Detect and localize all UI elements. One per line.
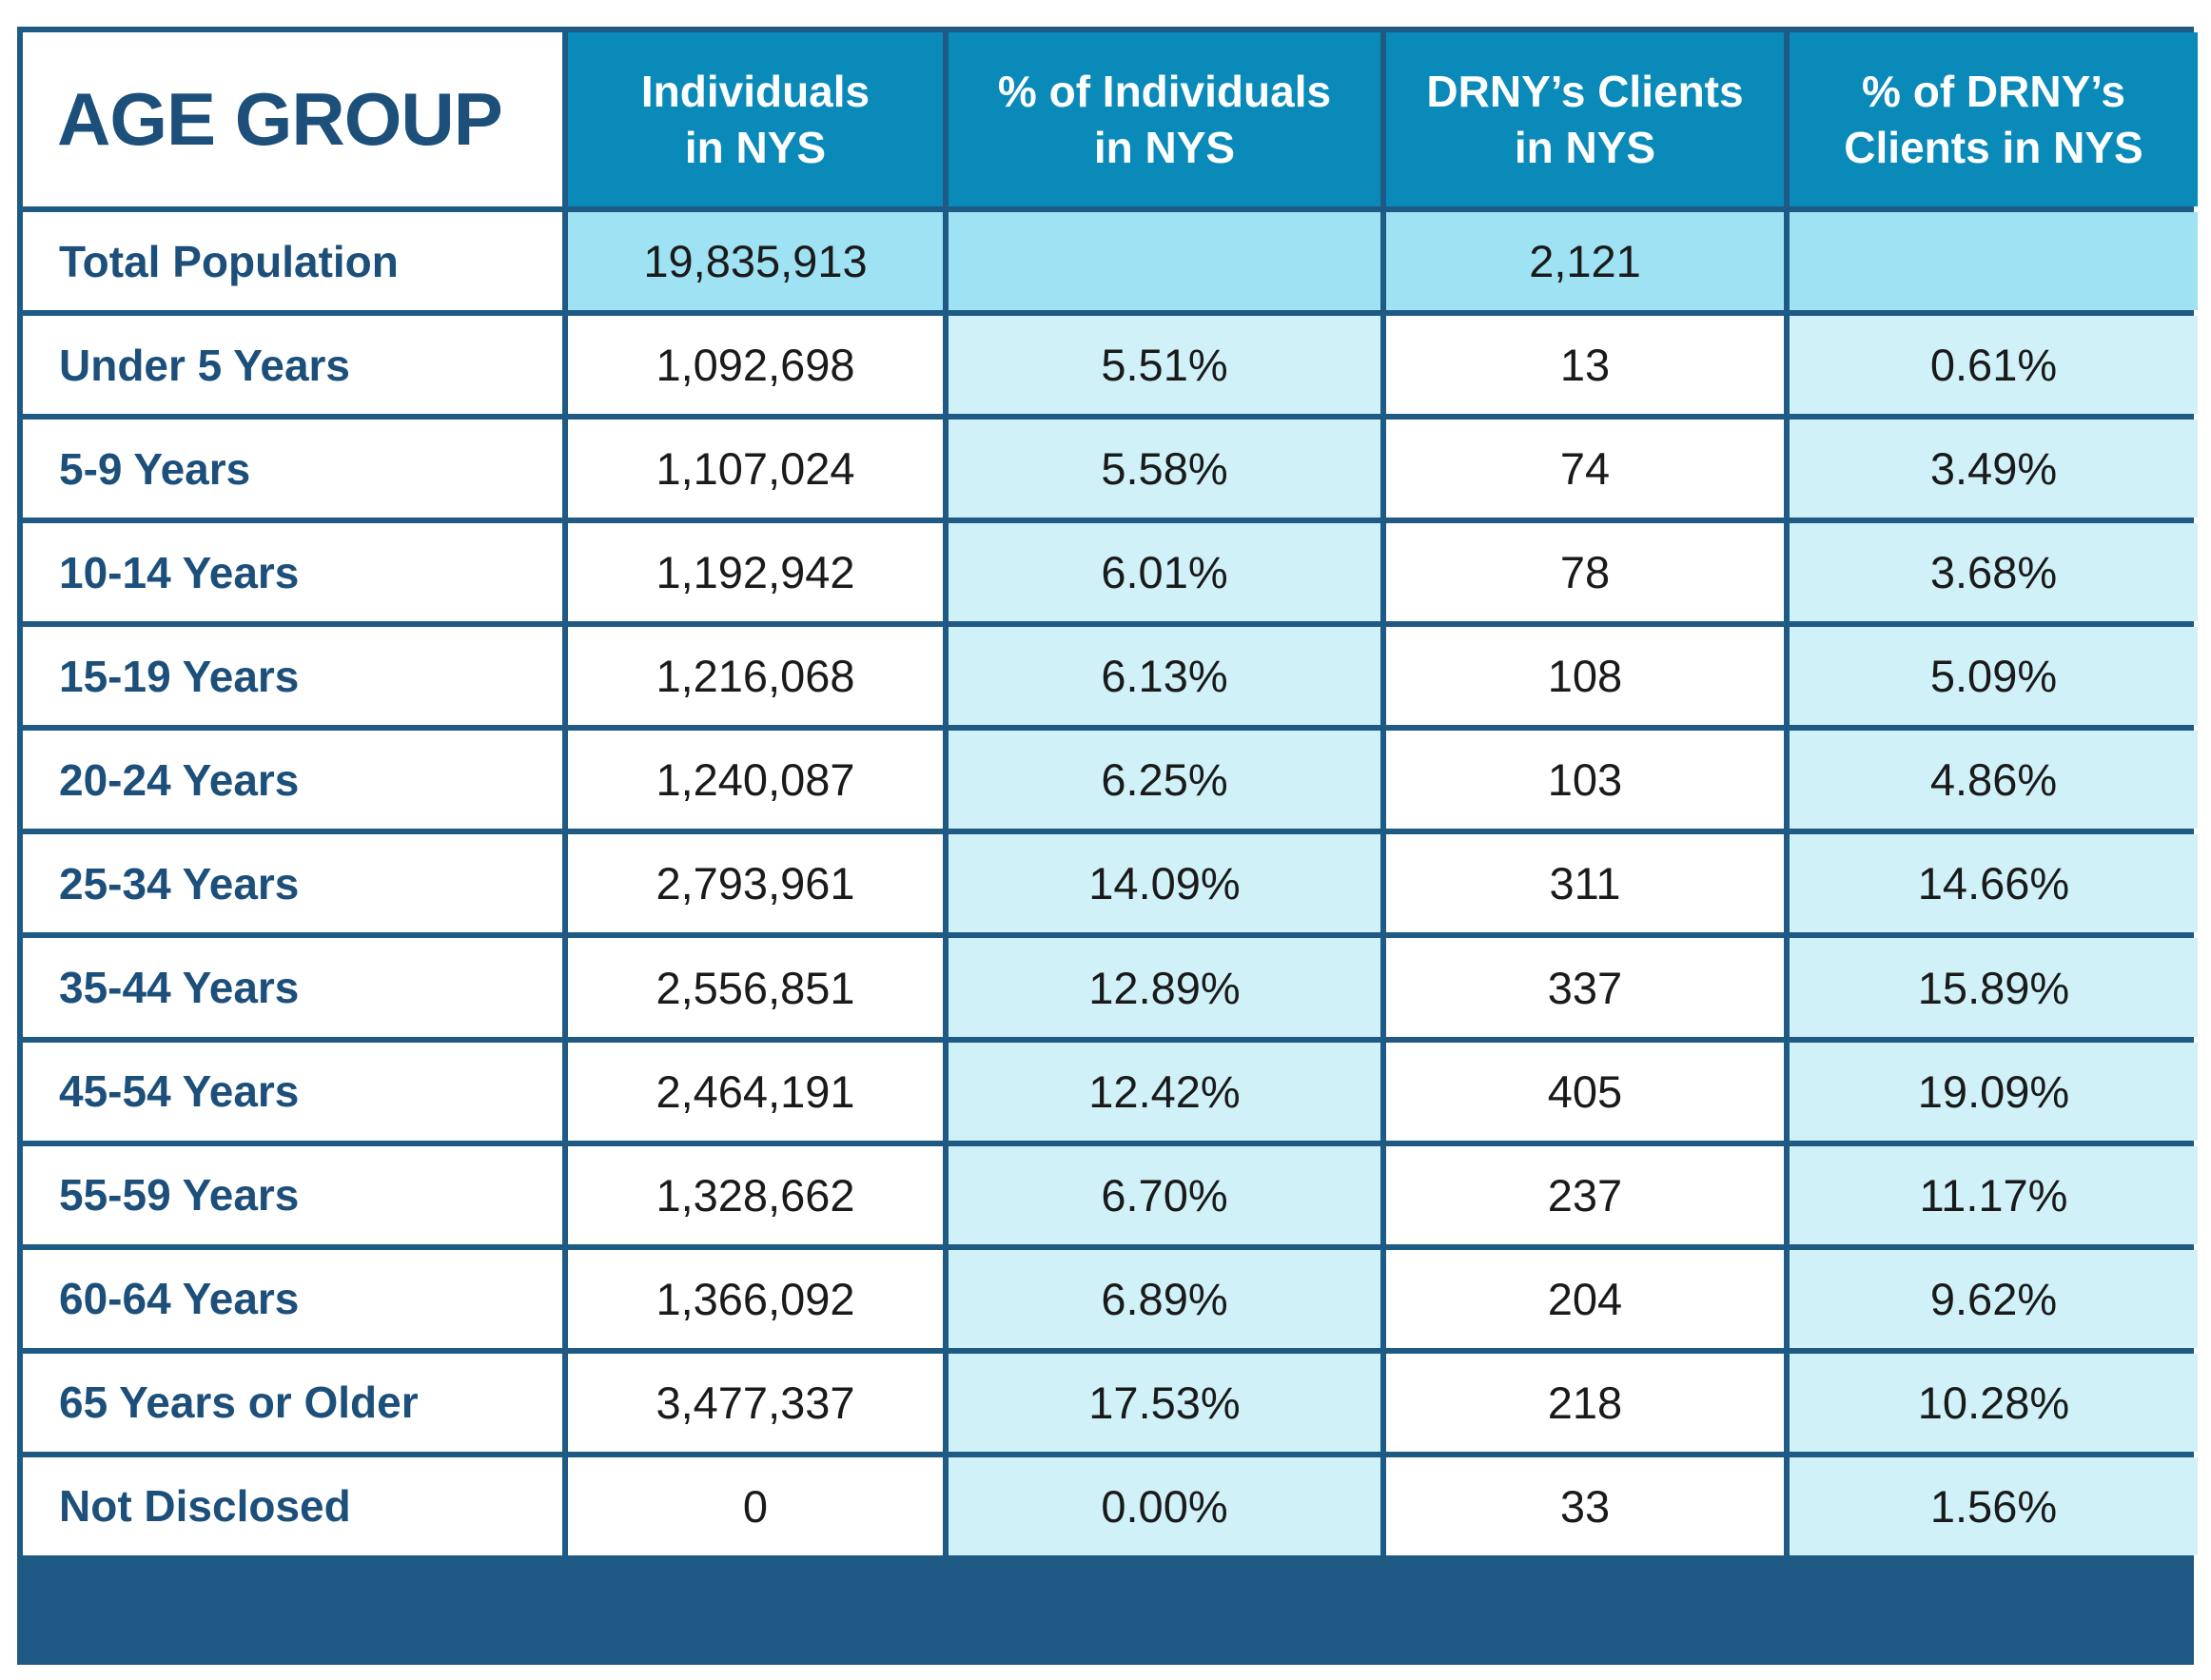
cell-pct-individuals: 6.01% [949,523,1380,622]
cell-individuals: 1,192,942 [568,523,943,622]
cell-pct-clients: 14.66% [1790,834,2198,933]
total-row-label: Total Population [23,212,562,311]
cell-individuals: 2,793,961 [568,834,943,933]
row-label: Under 5 Years [23,316,562,415]
row-label: 45-54 Years [23,1042,562,1141]
cell-individuals: 1,328,662 [568,1145,943,1244]
cell-pct-clients: 9.62% [1790,1249,2198,1348]
cell-pct-individuals: 5.51% [949,316,1380,415]
cell-individuals: 1,092,698 [568,316,943,415]
row-label: 5-9 Years [23,420,562,518]
total-cell-clients: 2,121 [1386,212,1784,311]
corner-header: AGE GROUP [23,32,562,206]
cell-clients: 405 [1386,1042,1784,1141]
cell-clients: 204 [1386,1249,1784,1348]
row-label: 20-24 Years [23,731,562,830]
row-label: 10-14 Years [23,523,562,622]
cell-pct-individuals: 6.13% [949,627,1380,726]
cell-clients: 311 [1386,834,1784,933]
cell-pct-individuals: 12.89% [949,938,1380,1037]
row-label: 60-64 Years [23,1249,562,1348]
header-line: in NYS [684,122,827,172]
cell-clients: 108 [1386,627,1784,726]
cell-pct-individuals: 17.53% [949,1353,1380,1452]
row-label: 35-44 Years [23,938,562,1037]
header-line: DRNY’s Clients [1426,66,1744,116]
cell-individuals: 1,240,087 [568,731,943,830]
cell-clients: 74 [1386,420,1784,518]
row-label: Not Disclosed [23,1456,562,1555]
cell-individuals: 0 [568,1456,943,1555]
cell-pct-clients: 11.17% [1790,1145,2198,1244]
age-group-table: AGE GROUP Individuals in NYS % of Indivi… [17,27,2198,1665]
header-pct-individuals: % of Individuals in NYS [949,32,1380,206]
row-label: 25-34 Years [23,834,562,933]
cell-pct-clients: 15.89% [1790,938,2198,1037]
cell-individuals: 2,464,191 [568,1042,943,1141]
cell-individuals: 1,107,024 [568,420,943,518]
row-label: 55-59 Years [23,1145,562,1244]
cell-pct-clients: 19.09% [1790,1042,2198,1141]
cell-pct-individuals: 6.70% [949,1145,1380,1244]
cell-pct-individuals: 14.09% [949,834,1380,933]
header-individuals: Individuals in NYS [568,32,943,206]
cell-pct-clients: 0.61% [1790,316,2198,415]
row-label: 15-19 Years [23,627,562,726]
table-grid: AGE GROUP Individuals in NYS % of Indivi… [23,32,2198,1659]
cell-pct-individuals: 6.89% [949,1249,1380,1348]
cell-clients: 103 [1386,731,1784,830]
cell-individuals: 2,556,851 [568,938,943,1037]
cell-clients: 13 [1386,316,1784,415]
header-line: Individuals [640,66,871,116]
total-cell-individuals: 19,835,913 [568,212,943,311]
header-line: % of DRNY’s [1862,66,2125,116]
cell-individuals: 1,216,068 [568,627,943,726]
cell-pct-individuals: 6.25% [949,731,1380,830]
cell-pct-clients: 10.28% [1790,1353,2198,1452]
cell-pct-individuals: 12.42% [949,1042,1380,1141]
cell-pct-individuals: 5.58% [949,420,1380,518]
cell-pct-clients: 3.68% [1790,523,2198,622]
cell-clients: 218 [1386,1353,1784,1452]
cell-pct-clients: 5.09% [1790,627,2198,726]
cell-clients: 33 [1386,1456,1784,1555]
cell-individuals: 3,477,337 [568,1353,943,1452]
cell-pct-clients: 3.49% [1790,420,2198,518]
header-clients: DRNY’s Clients in NYS [1386,32,1784,206]
cell-pct-clients: 4.86% [1790,731,2198,830]
header-line: Clients in NYS [1844,122,2143,172]
cell-pct-clients: 1.56% [1790,1456,2198,1555]
total-cell-pct-clients [1790,212,2198,311]
header-pct-clients: % of DRNY’s Clients in NYS [1790,32,2198,206]
cell-clients: 237 [1386,1145,1784,1244]
total-cell-pct-individuals [949,212,1380,311]
cell-clients: 78 [1386,523,1784,622]
header-line: in NYS [1514,122,1656,172]
cell-pct-individuals: 0.00% [949,1456,1380,1555]
header-line: % of Individuals [997,66,1332,116]
row-label: 65 Years or Older [23,1353,562,1452]
cell-individuals: 1,366,092 [568,1249,943,1348]
header-line: in NYS [1093,122,1236,172]
cell-clients: 337 [1386,938,1784,1037]
